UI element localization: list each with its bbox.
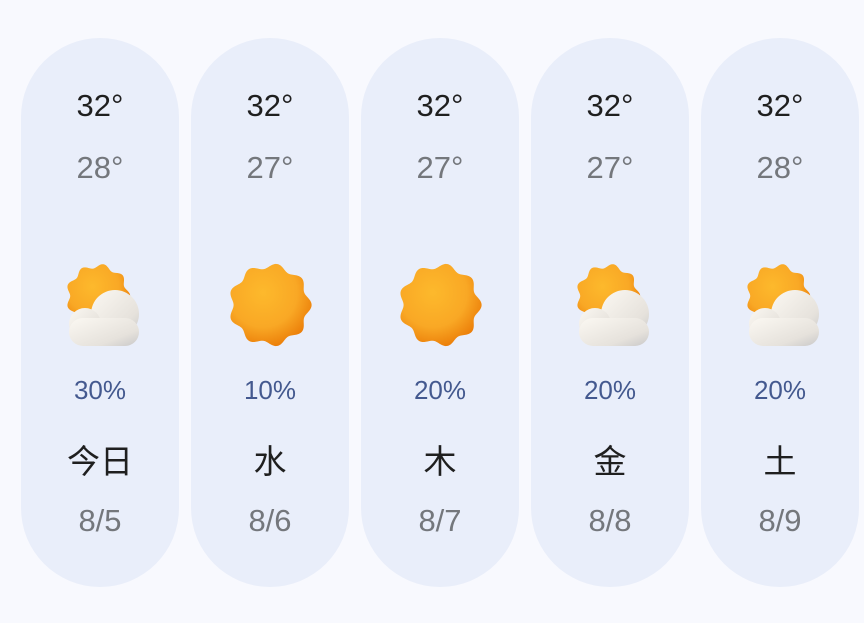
date: 8/8 (588, 503, 632, 538)
precipitation-chance: 30% (73, 375, 127, 405)
sunny-icon (230, 263, 312, 347)
forecast-day-card[interactable]: 32° 27° 20% 木 8/7 (361, 38, 519, 587)
date: 8/5 (78, 503, 122, 538)
date: 8/7 (418, 503, 462, 538)
partly-cloudy-icon (577, 264, 649, 346)
high-temp: 32° (76, 88, 124, 123)
high-temp: 32° (246, 88, 294, 123)
day-of-week: 土 (763, 442, 797, 481)
forecast-day-card[interactable]: 32° 27° 10% 水 8/6 (191, 38, 349, 587)
forecast-day-card[interactable]: 32° 28° 30% 今日 8/5 (21, 38, 179, 587)
low-temp: 27° (586, 150, 634, 185)
high-temp: 32° (756, 88, 804, 123)
sunny-icon (400, 263, 482, 347)
day-of-week: 今日 (67, 442, 133, 481)
day-of-week: 水 (253, 442, 287, 481)
partly-cloudy-icon (67, 264, 139, 346)
day-of-week: 木 (423, 442, 457, 481)
high-temp: 32° (586, 88, 634, 123)
low-temp: 28° (756, 150, 804, 185)
low-temp: 27° (416, 150, 464, 185)
precipitation-chance: 20% (413, 375, 467, 405)
date: 8/9 (758, 503, 802, 538)
day-of-week: 金 (593, 442, 627, 481)
precipitation-chance: 20% (753, 375, 807, 405)
precipitation-chance: 20% (583, 375, 637, 405)
high-temp: 32° (416, 88, 464, 123)
forecast-day-card[interactable]: 32° 27° 20% 金 8/8 (531, 38, 689, 587)
low-temp: 27° (246, 150, 294, 185)
partly-cloudy-icon (747, 264, 819, 346)
low-temp: 28° (76, 150, 124, 185)
forecast-day-card[interactable]: 32° 28° 20% 土 8/9 (701, 38, 859, 587)
precipitation-chance: 10% (243, 375, 297, 405)
date: 8/6 (248, 503, 292, 538)
